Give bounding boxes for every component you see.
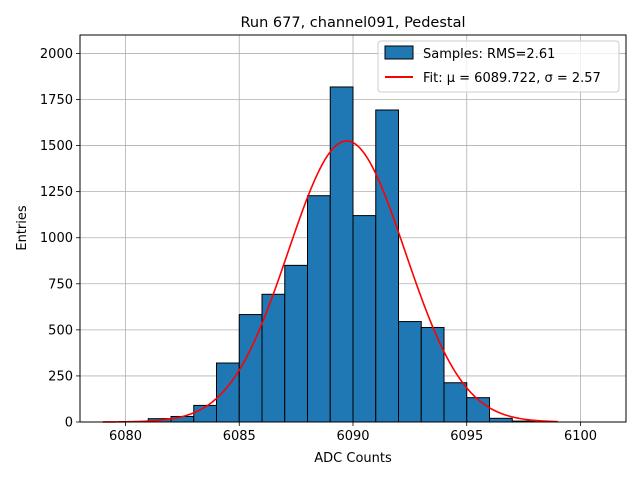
histogram-bar <box>216 362 240 423</box>
legend-box <box>377 40 620 93</box>
x-axis-ticks: 6080 6085 6090 6095 6100 <box>109 422 597 444</box>
histogram-bar <box>352 215 377 423</box>
y-tick-label: 750 <box>48 277 73 292</box>
histogram-bar <box>307 195 331 423</box>
fit-curve <box>102 140 558 423</box>
y-tick-label: 250 <box>48 369 73 384</box>
y-tick-label: 2000 <box>40 47 73 62</box>
x-tick-label: 6095 <box>450 429 483 444</box>
chart-title: Run 677, channel091, Pedestal <box>240 15 465 31</box>
legend-fit-label: Fit: μ = 6089.722, σ = 2.57 <box>423 71 601 86</box>
histogram-bar <box>466 397 490 423</box>
y-tick-label: 1000 <box>40 231 73 246</box>
histogram-bar <box>398 321 422 423</box>
x-tick-label: 6085 <box>223 429 256 444</box>
histogram-bar <box>420 326 445 423</box>
y-tick-label: 1750 <box>40 93 73 108</box>
y-tick-label: 0 <box>65 416 73 431</box>
legend: Samples: RMS=2.61 Fit: μ = 6089.722, σ =… <box>377 40 620 93</box>
histogram-bar <box>375 109 399 423</box>
x-axis-label: ADC Counts <box>314 451 392 466</box>
y-tick-label: 500 <box>48 323 73 338</box>
histogram-bar <box>489 417 513 423</box>
y-axis-ticks: 0 250 500 750 1000 1250 1500 1750 2000 <box>40 47 80 431</box>
x-tick-label: 6100 <box>564 429 597 444</box>
legend-samples-label: Samples: RMS=2.61 <box>423 47 555 62</box>
histogram-bar <box>443 382 468 423</box>
x-tick-label: 6090 <box>336 429 369 444</box>
y-axis-label: Entries <box>15 205 30 251</box>
y-tick-label: 1250 <box>40 185 73 200</box>
histogram-bar <box>284 264 308 423</box>
histogram-bar <box>329 86 354 423</box>
legend-samples-swatch <box>384 45 414 60</box>
y-tick-label: 1500 <box>40 139 73 154</box>
x-tick-label: 6080 <box>109 429 142 444</box>
